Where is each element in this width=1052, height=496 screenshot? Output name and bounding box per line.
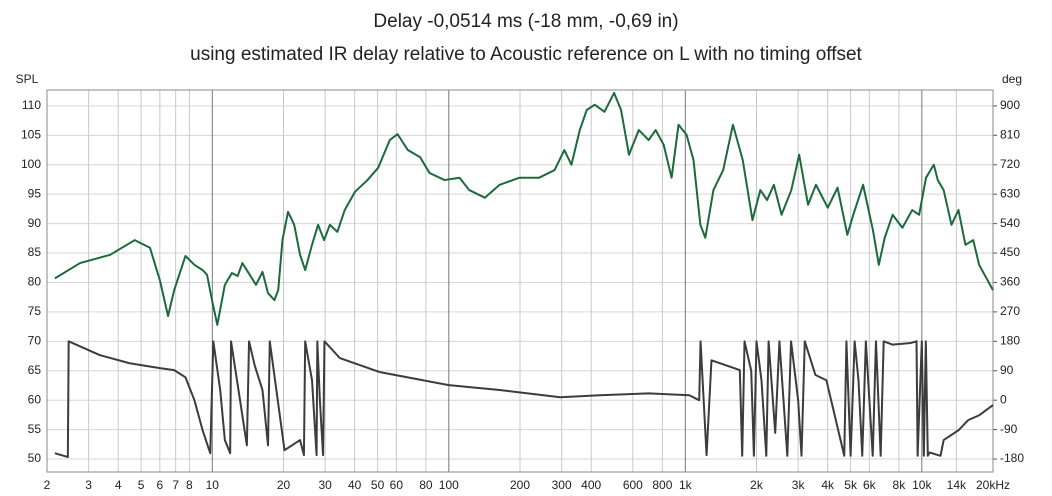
x-tick-label: 5k [844, 478, 858, 492]
y-tick-label: 110 [22, 98, 41, 112]
series-line [54, 91, 994, 326]
x-tick-label: 2k [750, 478, 764, 492]
chart-subtitle: using estimated IR delay relative to Aco… [190, 44, 862, 65]
y2-tick-label: 810 [1000, 127, 1020, 141]
y-tick-label: 105 [21, 127, 41, 141]
series-line [54, 340, 994, 459]
x-tick-label: 1k [679, 478, 693, 492]
x-tick-label: 80 [419, 478, 433, 492]
y-tick-label: 85 [28, 245, 42, 259]
y2-axis-label: deg [1002, 72, 1022, 86]
y-tick-label: 90 [28, 216, 42, 230]
y2-tick-label: 0 [1000, 392, 1007, 406]
x-tick-label: 40 [348, 478, 362, 492]
x-tick-label: 200 [510, 478, 530, 492]
y2-tick-label: -180 [1000, 451, 1024, 465]
y2-tick-label: 270 [1000, 304, 1020, 318]
x-tick-label: 6k [863, 478, 877, 492]
y-axis-label: SPL [16, 72, 39, 86]
y2-tick-label: 900 [1000, 98, 1020, 112]
y2-tick-label: 720 [1000, 157, 1020, 171]
x-tick-label: 7 [172, 478, 179, 492]
x-tick-label: 20kHz [976, 478, 1010, 492]
y-tick-label: 95 [28, 186, 42, 200]
y-tick-label: 70 [28, 334, 42, 348]
x-tick-label: 20 [277, 478, 291, 492]
y-tick-label: 65 [28, 363, 42, 377]
y2-tick-label: 360 [1000, 275, 1020, 289]
y-tick-label: 100 [21, 157, 41, 171]
x-tick-label: 400 [581, 478, 601, 492]
y-tick-label: 55 [28, 422, 42, 436]
x-tick-label: 30 [318, 478, 332, 492]
y2-tick-label: -90 [1000, 422, 1018, 436]
x-tick-label: 50 [371, 478, 385, 492]
x-tick-label: 14k [947, 478, 967, 492]
chart-title: Delay -0,0514 ms (-18 mm, -0,69 in) [373, 11, 678, 32]
y2-tick-label: 540 [1000, 216, 1020, 230]
x-tick-label: 60 [390, 478, 404, 492]
y-tick-label: 80 [28, 275, 42, 289]
y2-tick-label: 90 [1000, 363, 1014, 377]
x-tick-label: 10k [912, 478, 932, 492]
x-tick-label: 300 [552, 478, 572, 492]
x-tick-label: 3 [85, 478, 92, 492]
y2-tick-label: 450 [1000, 245, 1020, 259]
x-tick-label: 4 [115, 478, 122, 492]
x-tick-label: 600 [623, 478, 643, 492]
x-tick-label: 10 [206, 478, 220, 492]
y2-tick-label: 180 [1000, 334, 1020, 348]
x-tick-label: 6 [156, 478, 163, 492]
x-tick-label: 5 [138, 478, 145, 492]
x-tick-label: 4k [821, 478, 835, 492]
x-tick-label: 800 [652, 478, 672, 492]
y-tick-label: 50 [28, 451, 42, 465]
x-tick-label: 3k [792, 478, 806, 492]
x-tick-label: 8k [893, 478, 907, 492]
x-tick-label: 2 [44, 478, 51, 492]
x-tick-label: 100 [439, 478, 459, 492]
y-tick-label: 60 [28, 392, 42, 406]
plot-frame [46, 89, 994, 473]
y2-tick-label: 630 [1000, 186, 1020, 200]
x-tick-label: 8 [186, 478, 193, 492]
y-tick-label: 75 [28, 304, 42, 318]
